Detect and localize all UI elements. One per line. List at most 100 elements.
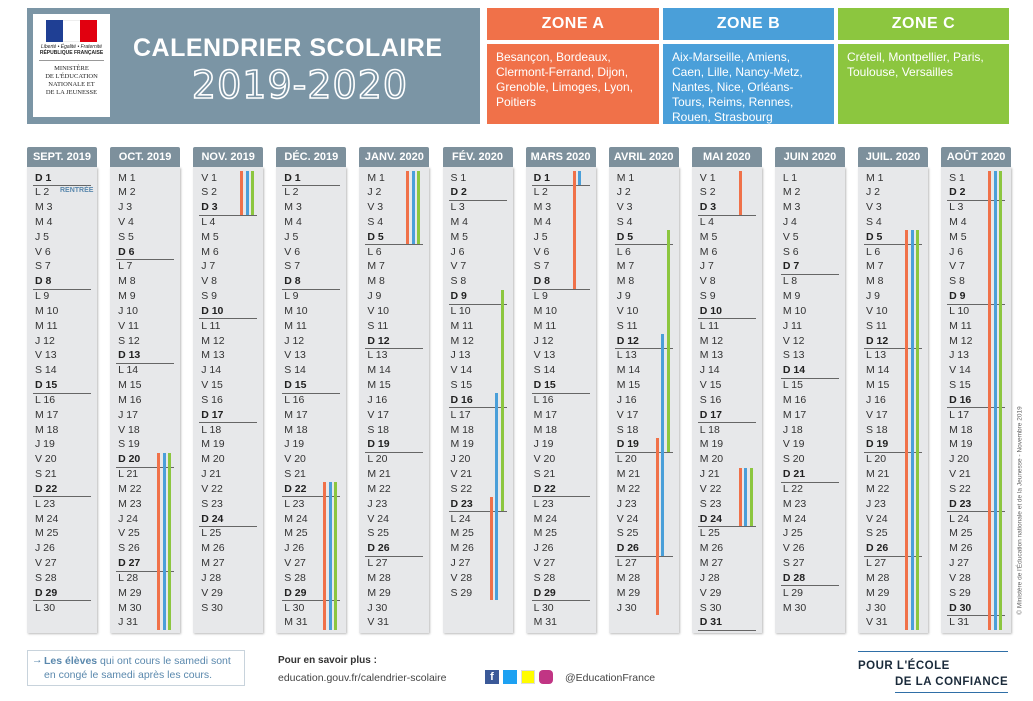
sunday-rule [780,377,839,379]
day: D 10 [699,304,722,317]
day: V 8 [201,275,217,288]
day: J 7 [201,260,216,273]
day: V 3 [866,201,882,214]
day: M 19 [201,438,225,451]
sunday-rule [697,422,756,424]
vacation-bar [910,230,914,630]
day: D 19 [616,438,639,451]
day: M 1 [866,171,884,184]
day: D 5 [367,230,384,243]
vacation-bar [655,437,659,616]
day: J 7 [699,260,714,273]
day: V 6 [35,245,51,258]
day: S 28 [35,571,57,584]
month-title: DÉC. 2019 [276,147,347,167]
day: M 5 [450,230,469,243]
sunday-rule [864,555,922,557]
day: J 5 [35,230,50,243]
day: D 17 [201,408,224,421]
day: D 3 [699,201,717,214]
day: M 21 [367,468,391,481]
day: S 6 [782,245,799,258]
sunday-rule [531,185,590,186]
day: M 25 [35,527,59,540]
day: J 13 [450,349,471,362]
day: L 16 [284,393,305,406]
day: J 12 [284,334,305,347]
vacation-bar [500,289,504,512]
day: M 8 [367,275,385,288]
day: S 30 [201,601,223,614]
day: S 4 [866,215,882,228]
day: V 29 [699,586,722,599]
day: M 2 [782,186,801,199]
day: V 6 [533,245,550,258]
day: L 16 [35,393,56,406]
day: L 20 [367,453,388,466]
day: S 8 [450,275,467,288]
day: M 13 [699,349,724,362]
instagram-icon[interactable] [539,670,553,684]
day: S 1 [450,171,467,184]
day: J 16 [367,393,388,406]
day: M 1 [616,171,635,184]
day: J 6 [450,245,465,258]
vacation-bar [993,171,997,630]
day: S 1 [949,171,965,184]
facebook-icon[interactable]: f [485,670,499,684]
day: J 21 [201,468,222,481]
day: V 31 [367,616,389,629]
day: M 22 [616,482,641,495]
day: M 16 [118,393,142,406]
day: D 22 [284,482,307,495]
day: M 23 [782,497,807,510]
day: L 24 [949,512,970,525]
day: V 17 [367,408,389,421]
day: V 3 [616,201,633,214]
day: J 26 [284,542,305,555]
day: S 27 [782,557,805,570]
zone-header: ZONE A [487,8,659,40]
sunday-rule [697,214,756,216]
day: S 18 [616,423,639,436]
day: V 1 [201,171,217,184]
more-url[interactable]: education.gouv.fr/calendrier-scolaire [278,672,447,684]
day: S 28 [533,571,556,584]
day: M 29 [367,586,391,599]
sunday-rule [365,451,424,453]
slogan-rule [858,651,1008,652]
day: L 28 [118,571,139,584]
day: S 23 [699,497,722,510]
day: M 15 [367,379,391,392]
day: M 19 [699,438,724,451]
day: V 28 [450,571,473,584]
day: L 2 [284,186,299,199]
day: J 9 [367,290,382,303]
day: L 24 [450,512,471,525]
sunday-rule [116,259,175,261]
month-title: JUIN 2020 [774,147,845,167]
day: S 15 [450,379,473,392]
day: L 22 [782,482,803,495]
day: M 17 [782,408,807,421]
sunday-rule [448,407,507,409]
day: L 17 [450,408,471,421]
twitter-icon[interactable] [503,670,517,684]
day: D 9 [949,290,966,303]
arrow-icon: → [32,654,43,666]
sunday-rule [282,600,341,602]
day: D 19 [367,438,390,451]
day: M 3 [533,201,552,214]
snapchat-icon[interactable] [521,670,535,684]
day: D 12 [866,334,889,347]
day: V 22 [201,482,223,495]
day: J 12 [533,334,554,347]
day: S 18 [866,423,888,436]
day: L 9 [35,290,50,303]
day: J 19 [284,438,305,451]
day: M 14 [367,364,391,377]
social-handle[interactable]: @EducationFrance [565,672,656,684]
sunday-rule [614,244,673,246]
day: L 8 [782,275,798,288]
